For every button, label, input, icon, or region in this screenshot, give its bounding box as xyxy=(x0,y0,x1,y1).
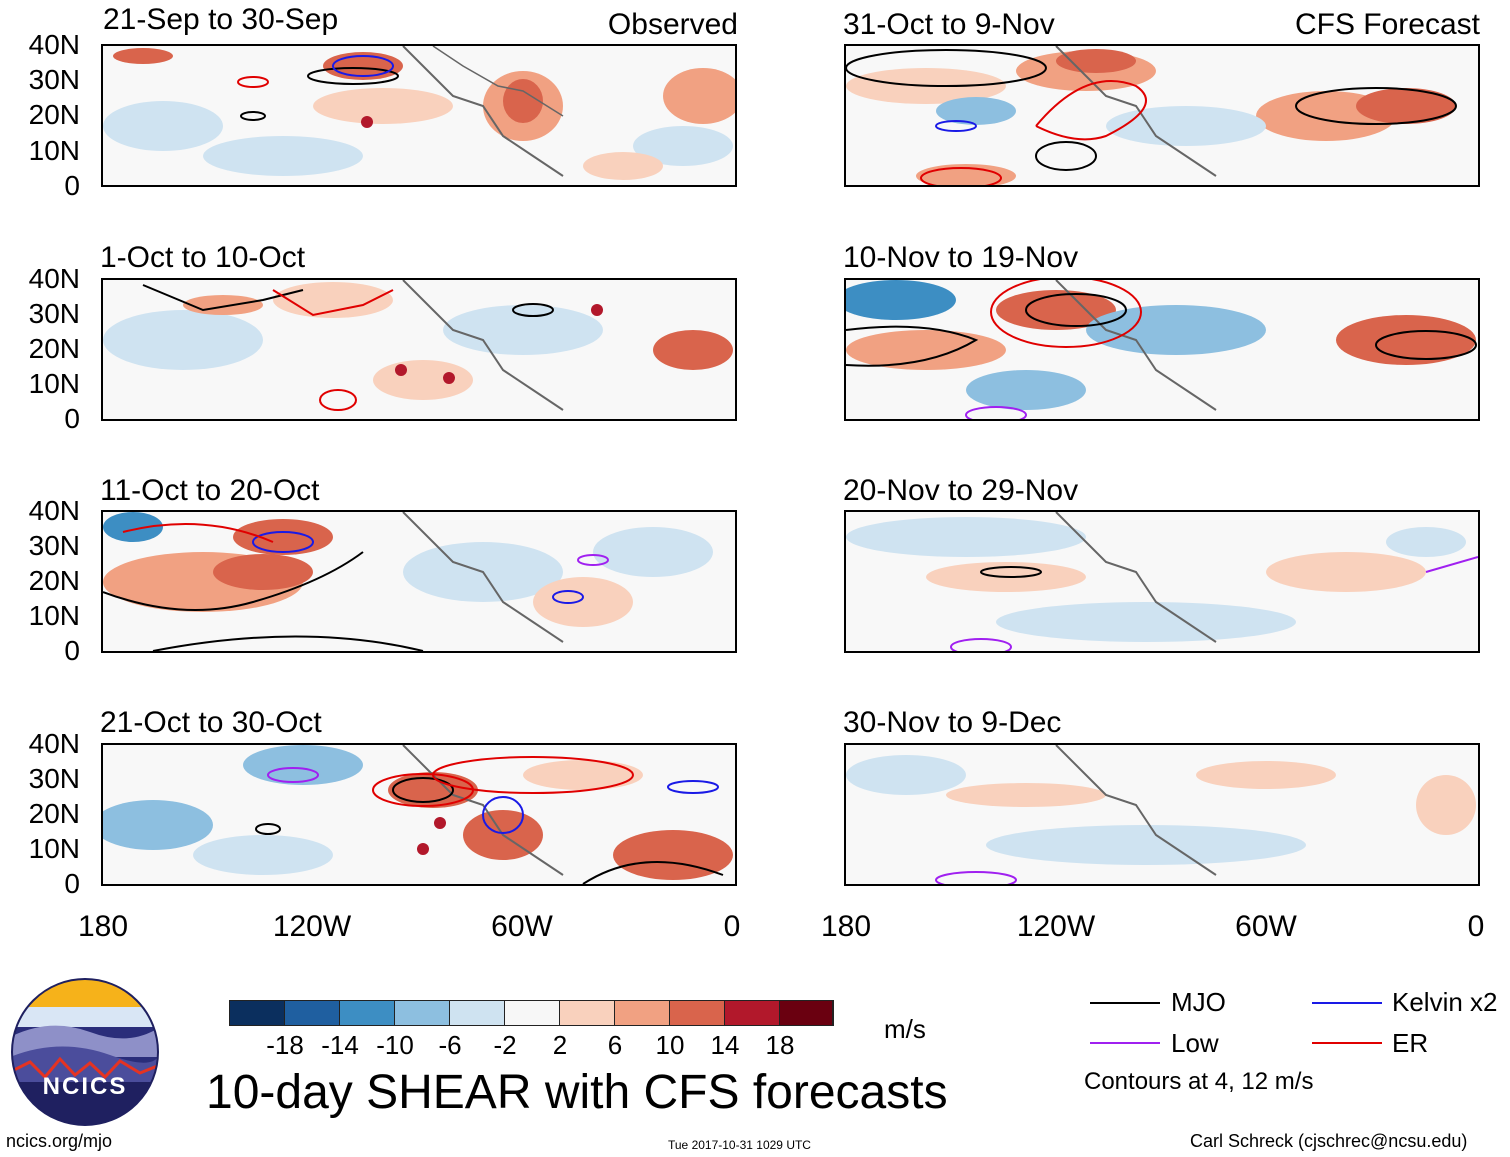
colorbar-swatch xyxy=(340,1001,395,1025)
colorbar-tick: 6 xyxy=(607,1030,623,1060)
lat-label: 30N xyxy=(28,763,80,794)
legend-label-kelvin: Kelvin x2 xyxy=(1392,987,1498,1017)
colorbar-tick: -6 xyxy=(438,1030,462,1060)
legend-label-mjo: MJO xyxy=(1171,987,1226,1017)
lat-label: 40N xyxy=(28,728,80,759)
legend-line-er xyxy=(1312,1042,1382,1044)
shear-map-right-2 xyxy=(844,278,1480,421)
shear-map-right-1 xyxy=(844,44,1480,187)
lon-label: 180 xyxy=(77,910,129,943)
panel-title: 21-Sep to 30-Sep xyxy=(103,3,339,36)
legend-line-low xyxy=(1090,1042,1160,1044)
lat-label: 10N xyxy=(28,368,80,399)
colorbar-tick: -14 xyxy=(321,1030,359,1060)
shear-map-left-1 xyxy=(101,44,737,187)
legend-label-er: ER xyxy=(1392,1028,1429,1058)
lat-label: 0 xyxy=(64,403,80,434)
panel-title: 20-Nov to 29-Nov xyxy=(843,474,1079,507)
panel-title: 1-Oct to 10-Oct xyxy=(100,241,306,274)
lon-label: 180 xyxy=(820,910,872,943)
lat-label: 10N xyxy=(28,833,80,864)
colorbar-tick: -2 xyxy=(493,1030,517,1060)
lat-label: 0 xyxy=(64,868,80,899)
panel-title: 31-Oct to 9-Nov xyxy=(843,8,1055,41)
colorbar-units: m/s xyxy=(884,1014,926,1044)
panel-title: 10-Nov to 19-Nov xyxy=(843,241,1079,274)
footer-url[interactable]: ncics.org/mjo xyxy=(6,1131,113,1151)
lat-label: 20N xyxy=(28,333,80,364)
lat-label: 10N xyxy=(28,135,80,166)
panel-title: 30-Nov to 9-Dec xyxy=(843,706,1062,739)
panel-tag: Observed xyxy=(607,8,738,41)
panel-tag: CFS Forecast xyxy=(1294,8,1480,41)
lat-label: 40N xyxy=(28,495,80,526)
colorbar-tick: 14 xyxy=(710,1030,740,1060)
logo-text: NCICS xyxy=(43,1073,128,1100)
lat-label: 0 xyxy=(64,170,80,201)
lat-label: 30N xyxy=(28,64,80,95)
lat-label: 10N xyxy=(28,600,80,631)
lon-label: 0 xyxy=(723,910,741,943)
colorbar-swatch xyxy=(780,1001,833,1025)
footer-credit: Carl Schreck (cjschrec@ncsu.edu) xyxy=(1190,1131,1468,1151)
colorbar-swatch xyxy=(615,1001,670,1025)
lat-label: 30N xyxy=(28,298,80,329)
panel-title: 11-Oct to 20-Oct xyxy=(100,474,320,507)
shear-map-right-3 xyxy=(844,510,1480,653)
colorbar-tick: 10 xyxy=(655,1030,685,1060)
lat-label: 40N xyxy=(28,263,80,294)
colorbar-tick: 18 xyxy=(765,1030,795,1060)
panel-title: 21-Oct to 30-Oct xyxy=(100,706,322,739)
colorbar-swatch xyxy=(450,1001,505,1025)
lon-label: 120W xyxy=(272,910,352,943)
colorbar-swatch xyxy=(670,1001,725,1025)
colorbar-frame xyxy=(229,1000,834,1026)
shear-map-left-4 xyxy=(101,743,737,886)
lon-label: 60W xyxy=(491,910,553,943)
shear-map-right-4 xyxy=(844,743,1480,886)
legend-line-kelvin xyxy=(1312,1002,1382,1004)
colorbar-swatch xyxy=(505,1001,560,1025)
colorbar-swatch xyxy=(560,1001,615,1025)
lat-label: 20N xyxy=(28,798,80,829)
main-title: 10-day SHEAR with CFS forecasts xyxy=(206,1066,948,1119)
lat-label: 20N xyxy=(28,565,80,596)
shear-map-left-3 xyxy=(101,510,737,653)
colorbar-swatch xyxy=(395,1001,450,1025)
colorbar-swatch xyxy=(230,1001,285,1025)
colorbar-swatch xyxy=(725,1001,780,1025)
lat-label: 20N xyxy=(28,99,80,130)
lon-label: 0 xyxy=(1467,910,1485,943)
colorbar-tick: -18 xyxy=(266,1030,304,1060)
colorbar-tick: -10 xyxy=(376,1030,414,1060)
colorbar-tick: 2 xyxy=(552,1030,568,1060)
ncics-logo: NCICS xyxy=(10,977,160,1127)
footer-timestamp: Tue 2017-10-31 1029 UTC xyxy=(668,1138,811,1152)
lon-label: 60W xyxy=(1235,910,1297,943)
legend-line-mjo xyxy=(1090,1002,1160,1004)
contours-note: Contours at 4, 12 m/s xyxy=(1084,1068,1314,1095)
shear-map-left-2 xyxy=(101,278,737,421)
colorbar-swatch xyxy=(285,1001,340,1025)
legend-label-low: Low xyxy=(1171,1028,1219,1058)
lon-label: 120W xyxy=(1016,910,1096,943)
lat-label: 30N xyxy=(28,530,80,561)
lat-label: 40N xyxy=(28,29,80,60)
lat-label: 0 xyxy=(64,635,80,666)
